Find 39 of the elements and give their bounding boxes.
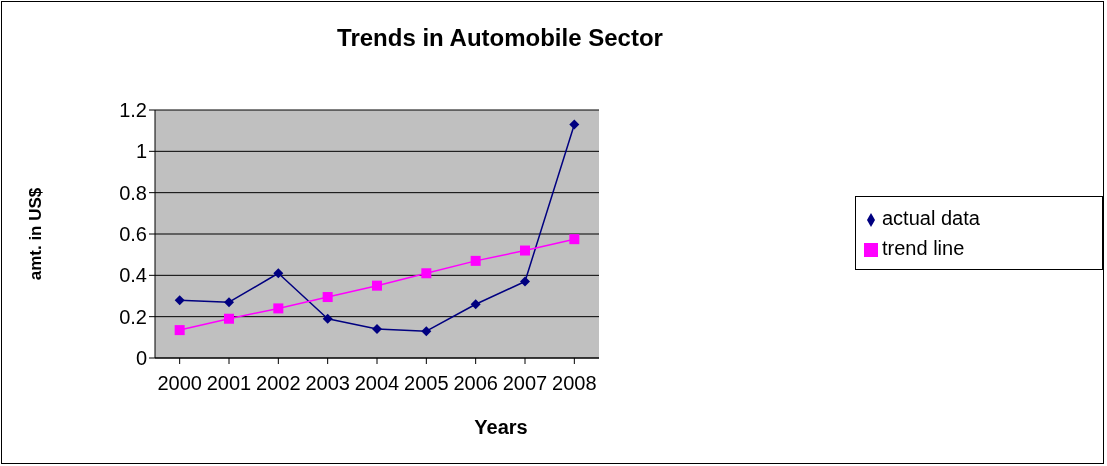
point — [174, 295, 185, 306]
y-tick-label: 0.4 — [119, 264, 147, 287]
legend-label: actual data — [882, 207, 980, 229]
point — [224, 297, 234, 308]
x-tick-label: 2005 — [404, 372, 449, 395]
y-tick-label: 0.6 — [119, 223, 147, 246]
y-tick-label: 1.2 — [119, 99, 147, 122]
x-tick-label: 2001 — [206, 372, 252, 395]
y-tick-label: 0.8 — [119, 181, 147, 204]
x-axis-title: Years — [473, 416, 529, 439]
x-tick-label: 2007 — [502, 372, 548, 395]
point — [372, 324, 382, 335]
y-tick-label: 0.2 — [119, 305, 147, 328]
point — [520, 245, 530, 256]
point — [470, 299, 481, 310]
point — [421, 268, 432, 279]
point — [322, 292, 333, 303]
y-axis-title: amt. in US$ — [26, 187, 46, 281]
point — [569, 234, 580, 245]
point — [322, 313, 333, 324]
x-tick-label: 2002 — [256, 372, 301, 395]
point — [470, 255, 481, 266]
x-tick-label: 2000 — [157, 372, 202, 395]
point — [372, 280, 382, 291]
y-tick-label: 0 — [135, 347, 147, 370]
point — [273, 268, 284, 279]
point — [520, 276, 530, 287]
legend-label: trend line — [882, 237, 965, 259]
x-tick-label: 2003 — [305, 372, 350, 395]
chart-title: Trends in Automobile Sector — [336, 24, 664, 52]
x-tick-label: 2004 — [354, 372, 400, 395]
y-tick-label: 1 — [135, 140, 147, 163]
point — [273, 303, 284, 314]
point — [421, 326, 432, 337]
point — [569, 119, 580, 130]
x-tick-label: 2006 — [453, 372, 498, 395]
point — [224, 313, 234, 324]
x-tick-label: 2008 — [552, 372, 597, 395]
point — [174, 325, 185, 336]
